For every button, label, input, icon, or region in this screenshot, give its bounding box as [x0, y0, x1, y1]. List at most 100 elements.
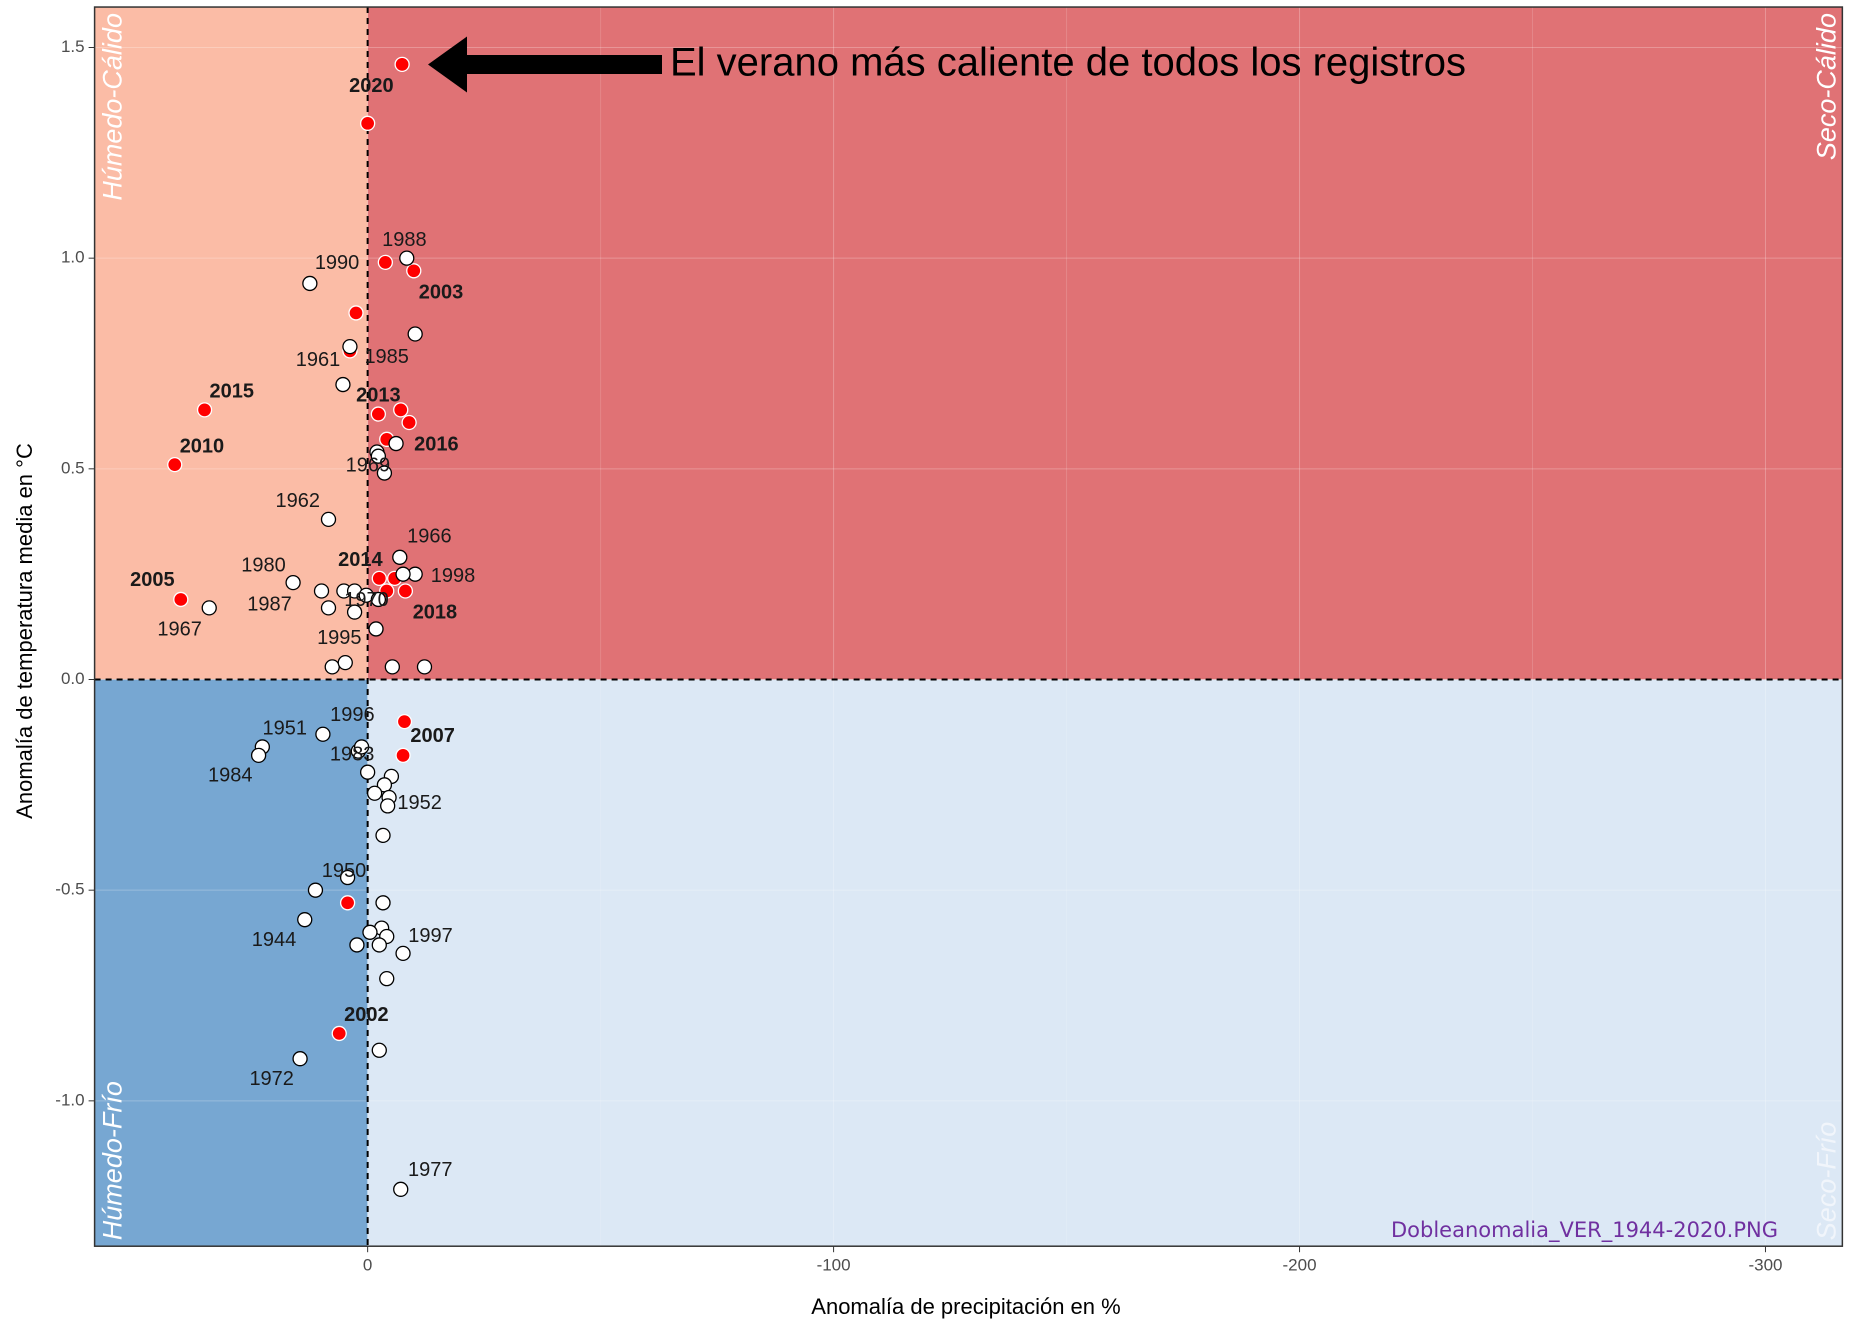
- point: [346, 604, 363, 620]
- point-label: 2020: [349, 75, 394, 97]
- point: [395, 945, 411, 962]
- point: [307, 882, 324, 898]
- quadrant-label: Húmedo-Frío: [98, 1081, 128, 1240]
- point: [396, 713, 413, 730]
- point-label: 2015: [210, 381, 255, 403]
- point-label: 1972: [249, 1068, 294, 1090]
- point-label: 2005: [130, 569, 175, 591]
- point-label: 1987: [247, 593, 292, 615]
- point: [375, 895, 391, 911]
- point-label: 1995: [317, 627, 362, 649]
- point-label: 2003: [419, 281, 464, 303]
- y-axis-title: Anomalía de temperatura media en °C: [12, 443, 37, 819]
- point: [173, 591, 189, 608]
- point: [335, 376, 351, 393]
- point: [292, 1051, 308, 1067]
- y-tick-label: 1.0: [61, 248, 85, 267]
- point: [339, 895, 356, 911]
- point: [370, 591, 387, 608]
- quadrant-top-left: [94, 7, 368, 680]
- point-label: 1966: [407, 526, 452, 548]
- point-label: 1962: [276, 490, 321, 512]
- point: [393, 1181, 409, 1197]
- point: [370, 406, 387, 422]
- quadrant-bottom-left: [94, 679, 368, 1247]
- point-label: 2014: [338, 549, 383, 571]
- point-label: 2002: [344, 1004, 389, 1026]
- point-label: 2010: [180, 435, 225, 457]
- x-tick-label: -100: [817, 1256, 851, 1275]
- point-label: 1990: [315, 252, 360, 274]
- point: [370, 448, 387, 464]
- point: [393, 402, 409, 418]
- plot-border: [93, 6, 1844, 1247]
- point: [359, 115, 376, 131]
- point-label: 1969: [346, 454, 391, 476]
- point-label: 1950: [322, 860, 367, 882]
- point: [366, 785, 383, 801]
- point: [371, 937, 387, 953]
- point-label: 1951: [263, 718, 308, 740]
- point-label: 2013: [356, 385, 401, 407]
- point: [395, 566, 411, 582]
- point-label: 1985: [364, 346, 409, 368]
- point: [167, 456, 183, 473]
- point: [359, 764, 376, 780]
- y-tick-label: 0.5: [61, 458, 85, 477]
- point: [392, 549, 408, 565]
- point: [384, 659, 400, 675]
- point: [395, 747, 411, 763]
- point: [331, 1025, 347, 1042]
- point: [376, 465, 393, 481]
- point: [375, 827, 391, 844]
- point: [313, 583, 330, 599]
- point: [342, 338, 358, 355]
- y-tick-label: 1.5: [61, 37, 85, 56]
- point: [353, 739, 370, 755]
- point: [320, 600, 337, 616]
- quadrant-label: Húmedo-Cálido: [98, 13, 128, 201]
- point: [302, 275, 318, 292]
- point: [250, 747, 267, 763]
- point: [371, 1042, 387, 1058]
- x-tick-label: -300: [1748, 1256, 1782, 1275]
- point-label: 1998: [431, 565, 476, 587]
- point-label: 2007: [410, 725, 455, 747]
- point-label: 1996: [330, 704, 375, 726]
- point: [339, 869, 356, 886]
- annotation: El verano más caliente de todos los regi…: [670, 41, 1466, 85]
- point: [324, 659, 340, 675]
- y-tick-label: 0.0: [61, 669, 85, 688]
- quadrant-bottom-right: [367, 679, 1843, 1247]
- point: [337, 654, 353, 671]
- points: 2020 2003 2015 2010 2013 2016 2005 2014 2018 2007…: [130, 56, 476, 1197]
- point: [380, 798, 396, 814]
- point-label: 1980: [241, 554, 286, 576]
- point: [348, 305, 364, 321]
- point: [397, 583, 414, 599]
- x-tick-label: -200: [1283, 1256, 1317, 1275]
- point: [362, 924, 378, 940]
- point: [399, 250, 415, 266]
- watermark: Dobleanomalia_VER_1944-2020.PNG: [1391, 1218, 1778, 1243]
- quadrant-top-right: [367, 7, 1843, 680]
- x-axis-title: Anomalía de precipitación en %: [811, 1294, 1120, 1319]
- point: [401, 414, 417, 431]
- point: [196, 402, 213, 418]
- point: [388, 435, 404, 452]
- point: [320, 511, 337, 528]
- point-label: 1997: [408, 925, 453, 947]
- point-label: 1952: [397, 792, 442, 814]
- point-label: 1967: [157, 618, 202, 640]
- quadrant-label: Seco-Cálido: [1811, 13, 1841, 160]
- point: [349, 937, 365, 953]
- y-tick-label: -1.0: [55, 1090, 84, 1109]
- point: [379, 971, 395, 987]
- annotation-arrow: [428, 36, 662, 93]
- y-tick-label: -0.5: [55, 880, 84, 899]
- point: [416, 659, 433, 675]
- point-label: 1961: [296, 349, 341, 371]
- point: [407, 326, 423, 342]
- point-label: 1970: [344, 589, 389, 611]
